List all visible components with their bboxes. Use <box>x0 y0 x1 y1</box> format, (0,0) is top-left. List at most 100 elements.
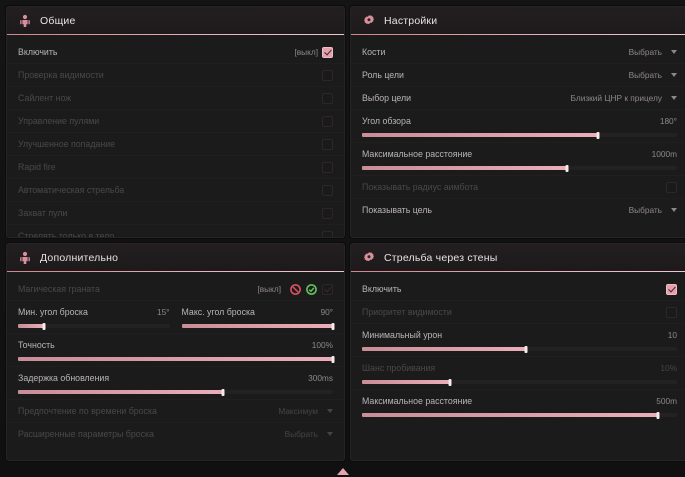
row-target-selection[interactable]: Выбор цели Близкий ЦНР к прицелу <box>351 87 685 110</box>
slider-track[interactable] <box>362 378 677 386</box>
slider-knob[interactable] <box>596 131 600 139</box>
row-throw-angle-min[interactable]: Мин. угол броска 15° <box>18 301 170 333</box>
row-silent-knife[interactable]: Сайлент нож <box>7 87 344 110</box>
row-auto-fire[interactable]: Автоматическая стрельба <box>7 179 344 202</box>
checkbox-magic-grenade[interactable] <box>322 283 333 295</box>
row-throw-angle-max[interactable]: Макс. угол броска 90° <box>181 301 335 333</box>
dropdown-target-selection[interactable]: Близкий ЦНР к прицелу <box>571 93 677 103</box>
slider-fill <box>362 380 451 384</box>
row-rapid-fire[interactable]: Rapid fire <box>7 156 344 179</box>
row-show-target[interactable]: Показывать цель Выбрать <box>351 199 685 221</box>
slider-track[interactable] <box>181 322 335 330</box>
slider-track[interactable] <box>18 355 335 363</box>
slider-knob[interactable] <box>331 322 335 330</box>
slider-track[interactable] <box>18 388 333 396</box>
row-label: Сайлент нож <box>18 93 72 103</box>
slider-throw-angle-max[interactable] <box>181 322 335 330</box>
row-show-aimbot-radius[interactable]: Показывать радиус аимбота <box>351 176 685 199</box>
dropdown-throw-time-preference[interactable]: Максимум <box>278 406 333 416</box>
checkbox-visibility-check[interactable] <box>322 69 333 81</box>
row-fov[interactable]: Угол обзора 180° <box>351 110 685 143</box>
row-label: Показывать радиус аимбота <box>362 182 479 192</box>
panel-extra-header: Дополнительно <box>7 244 344 272</box>
slider-knob[interactable] <box>42 322 46 330</box>
row-throw-time-preference[interactable]: Предпочтение по времени броска Максимум <box>7 400 344 423</box>
panel-general-body: Включить [выкл] Проверка видимости <box>7 35 344 237</box>
red-circle-icon[interactable] <box>290 283 301 295</box>
row-bullet-control[interactable]: Управление пулями <box>7 110 344 133</box>
row-accuracy[interactable]: Точность 100% <box>7 334 344 367</box>
row-update-delay[interactable]: Задержка обновления 300ms <box>7 367 344 400</box>
row-min-damage[interactable]: Минимальный урон 10 <box>351 324 685 357</box>
slider-track[interactable] <box>362 131 677 139</box>
row-value: 180° <box>659 116 677 126</box>
row-wallbang-max-distance[interactable]: Максимальное расстояние 500m <box>351 390 685 422</box>
slider-penetration-chance[interactable] <box>362 378 677 386</box>
slider-knob[interactable] <box>331 355 335 363</box>
row-advanced-throw-params[interactable]: Расширенные параметры броска Выбрать <box>7 423 344 445</box>
chevron-down-icon <box>671 50 677 54</box>
slider-knob[interactable] <box>656 411 660 419</box>
slider-track[interactable] <box>362 411 677 419</box>
checkbox-body-only[interactable] <box>322 230 333 237</box>
row-bones[interactable]: Кости Выбрать <box>351 41 685 64</box>
slider-throw-angle-min[interactable] <box>18 322 170 330</box>
checkbox-show-aimbot-radius[interactable] <box>666 181 677 193</box>
checkbox-rapid-fire[interactable] <box>322 161 333 173</box>
slider-track[interactable] <box>362 164 677 172</box>
row-enable[interactable]: Включить [выкл] <box>7 41 344 64</box>
slider-knob[interactable] <box>221 388 225 396</box>
row-bullet-grab[interactable]: Захват пули <box>7 202 344 225</box>
checkbox-wallbang-enable[interactable] <box>666 283 677 295</box>
dropdown-show-target[interactable]: Выбрать <box>629 205 677 215</box>
checkbox-bullet-control[interactable] <box>322 115 333 127</box>
slider-update-delay[interactable] <box>18 388 333 396</box>
dropdown-value: Близкий ЦНР к прицелу <box>570 93 662 103</box>
row-body-only[interactable]: Стрелять только в тело <box>7 225 344 237</box>
checkbox-visibility-priority[interactable] <box>666 306 677 318</box>
row-label: Задержка обновления <box>18 373 110 383</box>
panel-extra-body: Магическая граната [выкл] <box>7 272 344 460</box>
slider-knob[interactable] <box>565 164 569 172</box>
slider-knob[interactable] <box>524 345 528 353</box>
row-magic-grenade[interactable]: Магическая граната [выкл] <box>7 278 344 301</box>
character-icon <box>18 251 32 265</box>
slider-wallbang-max-distance[interactable] <box>362 411 677 419</box>
dropdown-advanced-throw-params[interactable]: Выбрать <box>285 429 333 439</box>
slider-min-damage[interactable] <box>362 345 677 353</box>
checkbox-bullet-grab[interactable] <box>322 207 333 219</box>
row-label: Угол обзора <box>362 116 411 126</box>
slider-accuracy[interactable] <box>18 355 335 363</box>
panel-settings: Настройки Кости Выбрать Роль цели <box>350 6 685 238</box>
checkbox-enable[interactable] <box>322 46 333 58</box>
checkbox-silent-knife[interactable] <box>322 92 333 104</box>
checkbox-improved-hit[interactable] <box>322 138 333 150</box>
slider-fov[interactable] <box>362 131 677 139</box>
row-max-distance[interactable]: Максимальное расстояние 1000m <box>351 143 685 176</box>
panel-wallbang-header: Стрельба через стены <box>351 244 685 272</box>
row-wallbang-enable[interactable]: Включить <box>351 278 685 301</box>
collapse-arrow-icon[interactable] <box>336 468 349 475</box>
slider-knob[interactable] <box>448 378 452 386</box>
row-improved-hit[interactable]: Улучшенное попадание <box>7 133 344 156</box>
row-penetration-chance[interactable]: Шанс пробивания 10% <box>351 357 685 390</box>
dropdown-target-role[interactable]: Выбрать <box>629 70 677 80</box>
slider-track[interactable] <box>18 322 170 330</box>
gear-icon <box>362 14 376 28</box>
row-label: Rapid fire <box>18 162 56 172</box>
panel-settings-title: Настройки <box>384 14 438 27</box>
row-target-role[interactable]: Роль цели Выбрать <box>351 64 685 87</box>
dropdown-value: Выбрать <box>628 47 662 57</box>
row-visibility-check[interactable]: Проверка видимости <box>7 64 344 87</box>
row-throw-angles: Мин. угол броска 15° <box>7 301 344 334</box>
row-visibility-priority[interactable]: Приоритет видимости <box>351 301 685 324</box>
slider-track[interactable] <box>362 345 677 353</box>
row-label: Проверка видимости <box>18 70 104 80</box>
dropdown-bones[interactable]: Выбрать <box>629 47 677 57</box>
checkbox-auto-fire[interactable] <box>322 184 333 196</box>
green-circle-icon[interactable] <box>306 283 317 295</box>
slider-max-distance[interactable] <box>362 164 677 172</box>
panel-wallbang-body: Включить Приоритет видимости Минимальный… <box>351 272 685 460</box>
slider-fill <box>362 133 599 137</box>
